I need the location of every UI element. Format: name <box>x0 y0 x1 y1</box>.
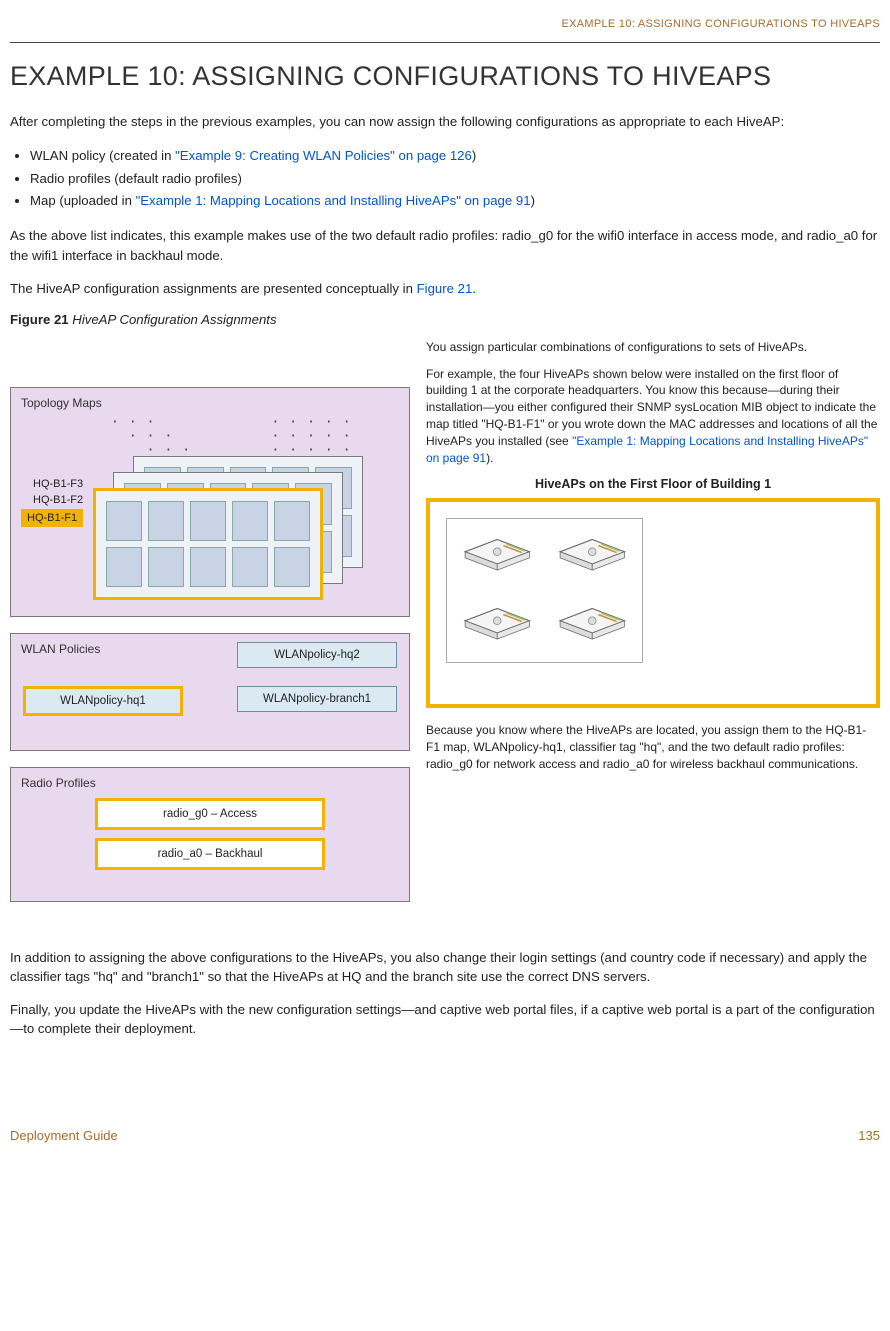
floorplan-f1-selected <box>93 488 323 600</box>
footer-page-number: 135 <box>858 1128 880 1143</box>
radio-profile-g0: radio_g0 – Access <box>95 798 325 830</box>
bullet-1-pre: WLAN policy (created in <box>30 148 175 163</box>
topology-maps-box: Topology Maps ··· ····· ··· ····· ··· ··… <box>10 387 410 617</box>
hiveap-device-2 <box>554 531 631 582</box>
map-label-f2: HQ-B1-F2 <box>21 492 83 509</box>
paragraph-4: In addition to assigning the above confi… <box>10 948 880 986</box>
link-example-1a[interactable]: "Example 1: Mapping Locations and Instal… <box>136 193 531 208</box>
wlan-policies-box: WLAN Policies WLANpolicy-hq2 WLANpolicy-… <box>10 633 410 751</box>
ap-device-icon <box>459 531 536 582</box>
hiveap-device-1 <box>459 531 536 582</box>
rc-p2-post: ). <box>486 451 493 465</box>
bullet-list: WLAN policy (created in "Example 9: Crea… <box>10 145 880 212</box>
paragraph-2: As the above list indicates, this exampl… <box>10 226 880 264</box>
running-head: EXAMPLE 10: ASSIGNING CONFIGURATIONS TO … <box>10 18 880 30</box>
rc-p3: Because you know where the HiveAPs are l… <box>426 722 880 772</box>
bullet-2: Radio profiles (default radio profiles) <box>30 168 880 190</box>
hiveaps-panel-inner <box>446 518 643 663</box>
figure-caption: Figure 21 HiveAP Configuration Assignmen… <box>10 312 880 327</box>
topology-maps-title: Topology Maps <box>21 396 399 410</box>
p3-post: . <box>472 281 476 296</box>
radio-profiles-box: Radio Profiles radio_g0 – Access radio_a… <box>10 767 410 902</box>
header-rule <box>10 42 880 43</box>
link-example-9[interactable]: "Example 9: Creating WLAN Policies" on p… <box>175 148 472 163</box>
figure-number: Figure 21 <box>10 312 69 327</box>
paragraph-5: Finally, you update the HiveAPs with the… <box>10 1000 880 1038</box>
ap-device-icon <box>459 600 536 651</box>
paragraph-3: The HiveAP configuration assignments are… <box>10 279 880 298</box>
bullet-3: Map (uploaded in "Example 1: Mapping Loc… <box>30 190 880 212</box>
page-footer: Deployment Guide 135 <box>10 1128 880 1143</box>
rc-p2: For example, the four HiveAPs shown belo… <box>426 366 880 467</box>
bullet-3-pre: Map (uploaded in <box>30 193 136 208</box>
rc-p1: You assign particular combinations of co… <box>426 339 880 356</box>
hiveap-device-3 <box>459 600 536 651</box>
map-label-f1-selected: HQ-B1-F1 <box>21 509 83 528</box>
wlan-policy-branch1: WLANpolicy-branch1 <box>237 686 397 712</box>
bullet-3-post: ) <box>531 193 535 208</box>
wlan-policy-hq2: WLANpolicy-hq2 <box>237 642 397 668</box>
decorative-dots: ··· ····· ··· ····· ··· ····· <box>111 416 361 459</box>
bullet-1: WLAN policy (created in "Example 9: Crea… <box>30 145 880 167</box>
map-label-f3: HQ-B1-F3 <box>21 476 83 493</box>
diagram-left-column: Topology Maps ··· ····· ··· ····· ··· ··… <box>10 387 410 918</box>
figure-title: HiveAP Configuration Assignments <box>69 312 277 327</box>
hiveaps-panel <box>426 498 880 708</box>
ap-device-icon <box>554 600 631 651</box>
intro-paragraph: After completing the steps in the previo… <box>10 112 880 131</box>
diagram-area: Topology Maps ··· ····· ··· ····· ··· ··… <box>10 339 880 918</box>
ap-device-icon <box>554 531 631 582</box>
page-title: EXAMPLE 10: ASSIGNING CONFIGURATIONS TO … <box>10 61 880 92</box>
map-labels: HQ-B1-F3 HQ-B1-F2 HQ-B1-F1 <box>21 476 83 528</box>
hiveap-device-4 <box>554 600 631 651</box>
link-figure-21[interactable]: Figure 21 <box>417 281 473 296</box>
bullet-1-post: ) <box>472 148 476 163</box>
footer-left: Deployment Guide <box>10 1128 118 1143</box>
p3-pre: The HiveAP configuration assignments are… <box>10 281 417 296</box>
radio-profiles-title: Radio Profiles <box>21 776 399 790</box>
diagram-right-column: You assign particular combinations of co… <box>426 339 880 918</box>
maps-stack <box>93 456 363 606</box>
wlan-policy-hq1-selected: WLANpolicy-hq1 <box>23 686 183 716</box>
radio-profile-a0: radio_a0 – Backhaul <box>95 838 325 870</box>
hiveaps-panel-title: HiveAPs on the First Floor of Building 1 <box>426 476 880 494</box>
